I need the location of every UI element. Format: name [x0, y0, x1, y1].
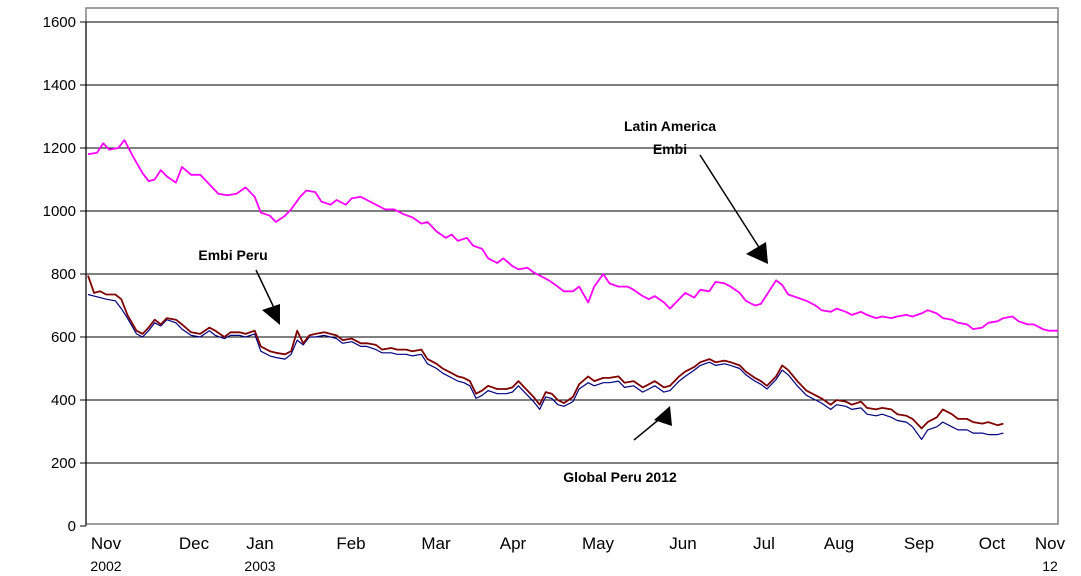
series-lines [87, 139, 1058, 440]
series-line-latin-america-embi [87, 139, 1058, 332]
y-tick-label: 0 [68, 518, 76, 535]
annotation-latin-america-embi: Latin America Embi [624, 118, 768, 264]
annotation-embi-peru: Embi Peru [198, 247, 280, 325]
annotation-text-embi: Embi [653, 141, 687, 157]
y-tick-label: 1400 [43, 77, 76, 94]
plot-area [85, 7, 1059, 525]
x-tick-label: Jan [246, 534, 273, 553]
annotation-text-embi-peru: Embi Peru [198, 247, 267, 263]
annotation-global-peru-2012: Global Peru 2012 [563, 406, 677, 485]
x-tick-label: Apr [500, 534, 527, 553]
x-tick-label: Mar [421, 534, 451, 553]
x-tick-label: Dec [179, 534, 210, 553]
y-tick-label: 1600 [43, 14, 76, 31]
x-tick-label: Oct [979, 534, 1006, 553]
series-line-embi-peru [87, 275, 1004, 430]
y-tick-label: 800 [51, 266, 76, 283]
x-tick-label: Feb [336, 534, 365, 553]
y-tick-label: 1000 [43, 203, 76, 220]
x-tick-label: Jul [753, 534, 775, 553]
x-tick-sublabel: 2003 [244, 558, 275, 574]
annotation-arrow-line [255, 269, 277, 313]
x-tick-sublabel: 12 [1042, 558, 1058, 574]
annotation-arrow-head [262, 304, 280, 325]
gridlines [86, 21, 1058, 464]
x-axis-ticks: Nov 2002 Dec Jan 2003 Feb Mar Apr May Jun Jul Aug Se… [90, 534, 1065, 574]
y-tick-label: 600 [51, 329, 76, 346]
y-tick-label: 400 [51, 392, 76, 409]
annotation-text-latin-america: Latin America [624, 118, 716, 134]
x-tick-label: Jun [669, 534, 696, 553]
annotation-arrow-line [699, 154, 763, 253]
y-tick-label: 1200 [43, 140, 76, 157]
x-tick-label: Sep [904, 534, 934, 553]
series-line-global-peru-2012 [87, 293, 1004, 440]
y-axis-ticks: 0 200 400 600 800 1000 1200 1400 1600 [43, 14, 86, 535]
x-tick-label: Aug [824, 534, 854, 553]
x-tick-label: Nov [91, 534, 122, 553]
annotation-arrow-head [746, 242, 768, 264]
x-tick-sublabel: 2002 [90, 558, 121, 574]
x-tick-label: Nov [1035, 534, 1066, 553]
annotation-text-global-peru: Global Peru 2012 [563, 469, 677, 485]
annotation-arrow-head [654, 406, 672, 426]
y-tick-label: 200 [51, 455, 76, 472]
x-tick-label: May [582, 534, 615, 553]
